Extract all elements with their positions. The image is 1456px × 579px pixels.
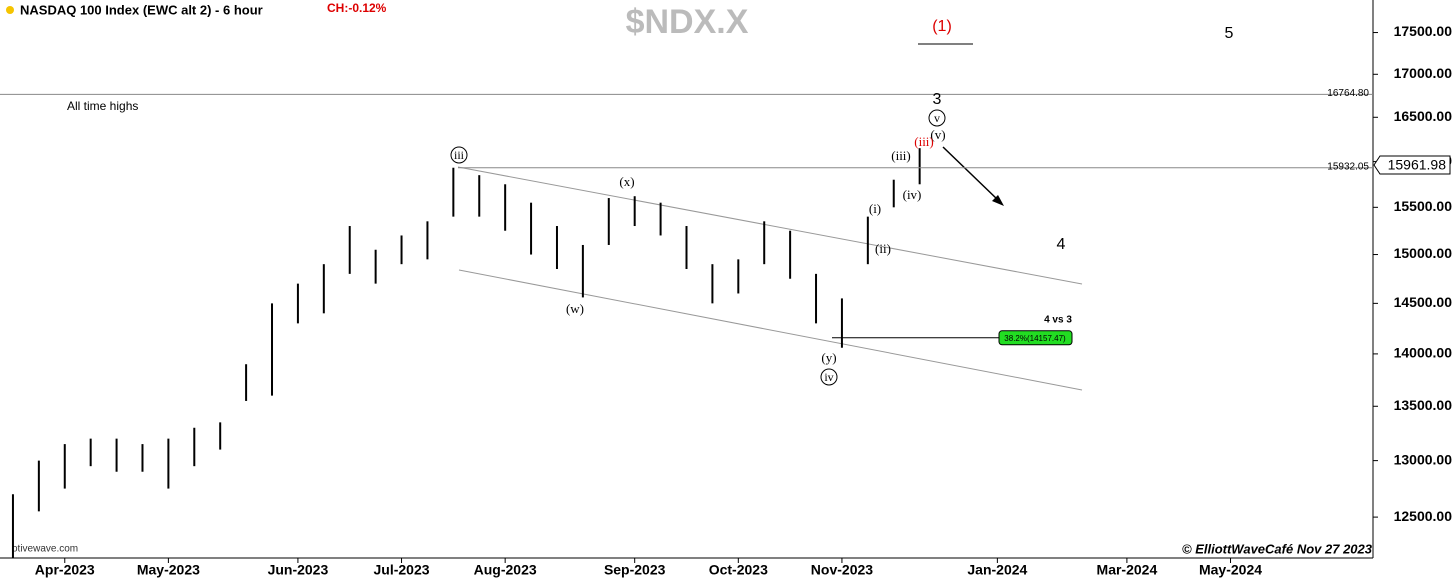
y-tick-label: 14500.00 [1394, 294, 1453, 310]
arrow-head [992, 195, 1004, 206]
wave-label: (ii) [875, 241, 891, 256]
x-tick-label: Apr-2023 [35, 562, 95, 578]
x-tick-label: Aug-2023 [474, 562, 537, 578]
x-tick-label: Sep-2023 [604, 562, 666, 578]
wave-label: (iii) [914, 134, 934, 149]
wave-label: (v) [930, 127, 945, 142]
x-tick-label: Mar-2024 [1097, 562, 1158, 578]
wave-label: (x) [619, 174, 634, 189]
wave-label: (iv) [903, 187, 922, 202]
status-dot [6, 6, 14, 14]
x-tick-label: Oct-2023 [709, 562, 768, 578]
wave-label: (i) [869, 201, 881, 216]
channel-lower [458, 269, 1083, 391]
arrow-line [942, 146, 999, 201]
copyright: © ElliottWaveCafé Nov 27 2023 [1182, 541, 1373, 556]
chart-title: NASDAQ 100 Index (EWC alt 2) - 6 hour [20, 2, 263, 17]
x-tick-label: Jul-2023 [374, 562, 430, 578]
wave-label: (iii) [891, 148, 911, 163]
wave-label: 3 [933, 91, 942, 108]
reference-label: 15932.05 [1327, 161, 1369, 172]
y-tick-label: 12500.00 [1394, 508, 1453, 524]
x-tick-label: May-2023 [137, 562, 200, 578]
wave-label: v [934, 111, 940, 125]
watermark: $NDX.X [626, 3, 749, 41]
y-tick-label: 15000.00 [1394, 245, 1453, 261]
note: All time highs [67, 99, 138, 113]
wave-label: (1) [932, 18, 952, 35]
wave-label: 4 vs 3 [1044, 315, 1072, 326]
wave-label: 5 [1225, 25, 1234, 42]
reference-label: 16764.80 [1327, 88, 1369, 99]
channel-upper [457, 166, 1083, 285]
change-label: CH:-0.12% [327, 1, 387, 15]
x-tick-label: Jun-2023 [268, 562, 329, 578]
y-tick-label: 17000.00 [1394, 65, 1453, 81]
y-tick-label: 17500.00 [1394, 23, 1453, 39]
y-tick-label: 16500.00 [1394, 108, 1453, 124]
wave-label: iii [454, 148, 465, 162]
wave-circle [820, 368, 838, 386]
y-tick-label: 14000.00 [1394, 345, 1453, 361]
wave-label: (w) [566, 301, 584, 316]
wave-label: (y) [821, 350, 836, 365]
fib-box [998, 330, 1073, 346]
y-tick-label: 15500.00 [1394, 198, 1453, 214]
x-tick-label: Jan-2024 [967, 562, 1027, 578]
wave-label: iv [824, 370, 833, 384]
x-tick-label: May-2024 [1199, 562, 1262, 578]
last-price-box [1373, 155, 1451, 175]
source: otivewave.com [12, 544, 78, 555]
fib-label: 38.2%(14157.47) [1004, 334, 1066, 343]
x-tick-label: Nov-2023 [811, 562, 873, 578]
last-price-label: 15961.98 [1388, 157, 1447, 173]
wave-label: 4 [1057, 236, 1066, 253]
wave-circle [928, 109, 946, 127]
wave-circle [450, 146, 468, 164]
y-tick-label: 13000.00 [1394, 451, 1453, 467]
y-tick-label: 13500.00 [1394, 397, 1453, 413]
